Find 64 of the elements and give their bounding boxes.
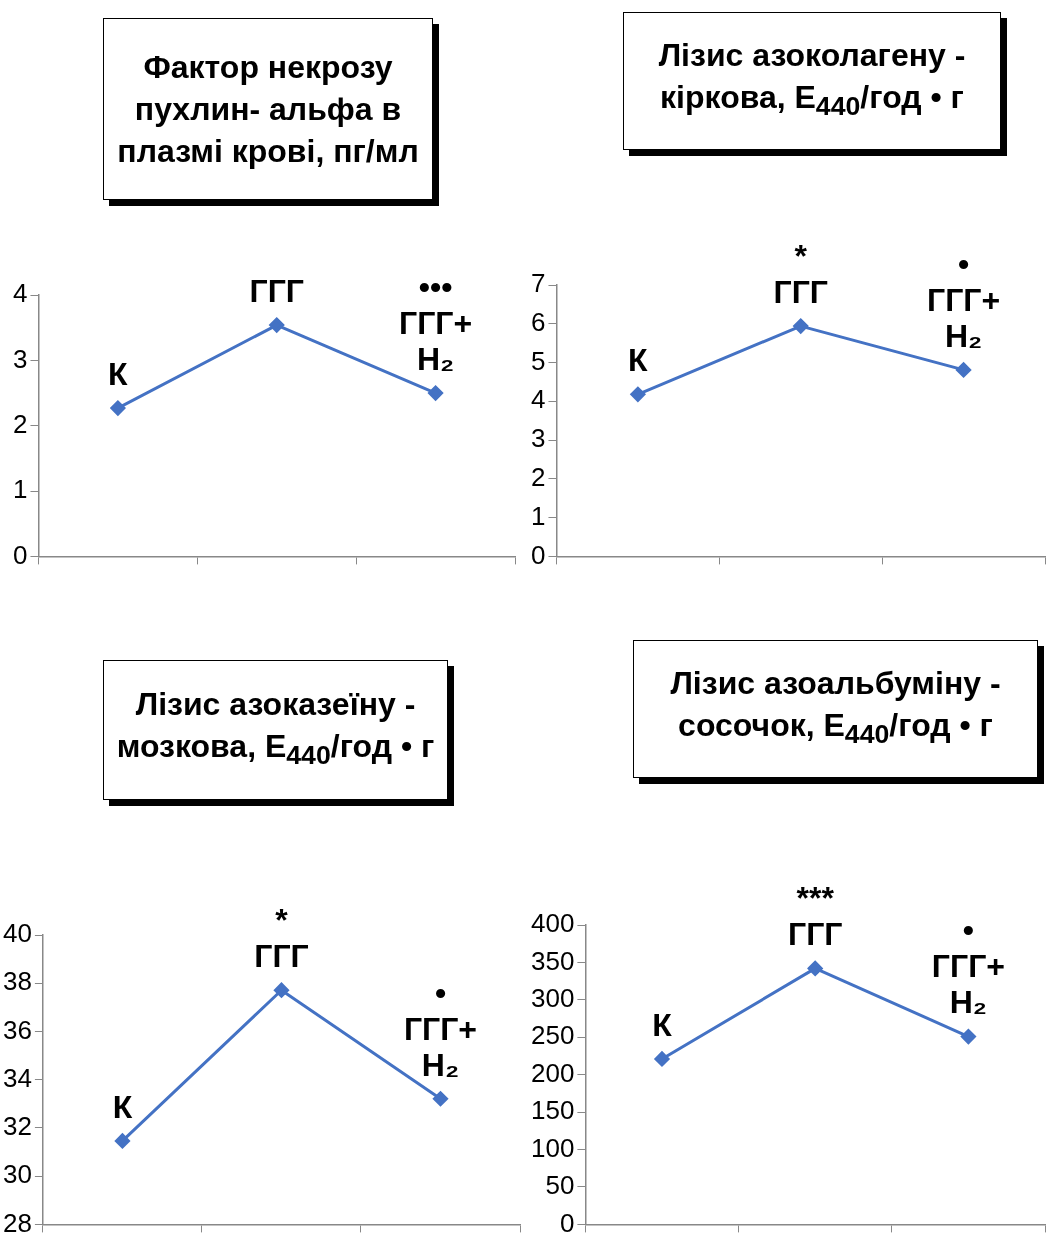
annotation: *	[794, 237, 808, 274]
y-tick-label: 0	[12, 539, 28, 570]
point	[428, 385, 444, 401]
chart-title: Лізис азоказеїну - мозкова, E$_{440}$/год • г	[115, 685, 436, 773]
y-tick-label: 200	[530, 1057, 575, 1088]
y-tick-label: 1	[12, 474, 28, 505]
point	[793, 318, 809, 334]
y-tick-label: 38	[3, 966, 32, 997]
y-tick-label: 400	[530, 908, 575, 939]
chart-title: Лізис азоальбуміну - сосочок, E$_{440}$/год • г	[669, 664, 1002, 752]
annotation: К	[112, 1088, 133, 1125]
y-tick-label: 2	[530, 462, 546, 493]
point	[273, 982, 289, 998]
point	[432, 1091, 448, 1107]
chart-title: Фактор некрозу пухлин- альфа в плазмі крові, пг/мл	[116, 48, 420, 171]
y-tick-label: 4	[12, 278, 28, 309]
y-tick-label: 7	[530, 268, 546, 299]
y-tick-label: 6	[530, 306, 546, 337]
y-tick-label: 300	[530, 983, 575, 1014]
annotation: •	[434, 974, 447, 1011]
point	[956, 362, 972, 378]
y-tick-label: 0	[530, 539, 546, 570]
y-tick-label: 36	[3, 1014, 32, 1045]
annotation: *	[275, 902, 289, 939]
point	[110, 400, 126, 416]
y-tick-label: 28	[3, 1207, 32, 1238]
annotation: ГГГ	[787, 916, 843, 953]
y-tick-label: 2	[12, 408, 28, 439]
annotation: ГГГ	[249, 272, 304, 309]
y-tick-label: 0	[559, 1207, 575, 1238]
y-tick-label: 32	[3, 1111, 32, 1142]
y-tick-label: 3	[530, 423, 546, 454]
point	[630, 386, 646, 402]
y-tick-label: 150	[530, 1095, 575, 1126]
point	[269, 317, 285, 333]
annotation: ГГГ+ H₂	[399, 304, 473, 377]
y-tick-label: 3	[12, 343, 28, 374]
annotation: ГГГ	[254, 938, 309, 975]
annotation: •	[962, 912, 974, 949]
annotation: ГГГ	[773, 273, 828, 310]
point	[114, 1133, 130, 1149]
annotation: •	[957, 245, 970, 282]
y-tick-label: 40	[3, 918, 32, 949]
point	[654, 1051, 670, 1067]
annotation: •••	[418, 268, 453, 305]
point	[807, 960, 823, 976]
y-tick-label: 50	[545, 1170, 575, 1201]
annotation: К	[108, 355, 129, 392]
annotation: К	[628, 342, 649, 379]
chart-title: Лізис азоколагену - кіркова, E$_{440}$/год • г	[657, 36, 967, 124]
y-tick-label: 5	[530, 345, 546, 376]
y-tick-label: 100	[530, 1132, 575, 1163]
annotation: ***	[796, 880, 835, 917]
y-tick-label: 250	[530, 1020, 575, 1051]
y-tick-label: 350	[530, 945, 575, 976]
y-tick-label: 30	[3, 1159, 32, 1190]
annotation: ГГГ+ H₂	[927, 281, 1001, 354]
annotation: К	[652, 1006, 673, 1043]
y-tick-label: 4	[530, 384, 546, 415]
annotation: ГГГ+ H₂	[403, 1010, 478, 1083]
annotation: ГГГ+ H₂	[931, 948, 1005, 1021]
y-tick-label: 34	[3, 1062, 32, 1093]
point	[960, 1029, 976, 1045]
y-tick-label: 1	[530, 500, 546, 531]
